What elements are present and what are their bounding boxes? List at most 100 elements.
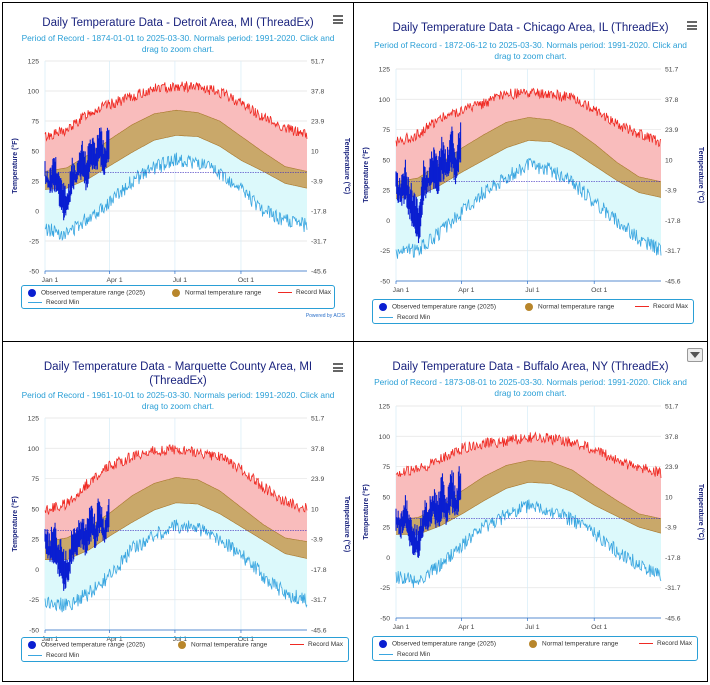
chart-menu-icon[interactable]: [333, 363, 343, 372]
record-max-band: [45, 444, 307, 542]
chart-title: Daily Temperature Data - Chicago Area, I…: [392, 22, 669, 34]
x-tick-label: Oct 1: [238, 636, 254, 643]
y2-tick-label: 51.7: [311, 416, 324, 423]
y2-axis-title: Temperature (°C): [697, 484, 705, 540]
y-tick-label: 100: [379, 97, 391, 104]
record-min-band: [396, 482, 661, 588]
legend-item-record-max[interactable]: Record Max: [278, 289, 331, 296]
y2-tick-label: -17.8: [311, 567, 327, 574]
legend-record-min-label: Record Min: [46, 652, 80, 659]
record-min-band: [396, 140, 661, 259]
legend-observed-label: Observed temperature range (2025): [392, 303, 497, 311]
legend-observed-marker: [28, 289, 36, 297]
record-min-line: [395, 157, 662, 259]
legend-item-record-max[interactable]: Record Max: [635, 303, 688, 310]
legend-item-record-min[interactable]: Record Min: [28, 299, 79, 306]
legend-observed-marker: [28, 641, 36, 649]
chart-credit[interactable]: Powered by ACIS: [305, 313, 345, 319]
legend-item-normal[interactable]: Normal temperature range: [172, 289, 261, 297]
y2-tick-label: 23.9: [311, 476, 324, 483]
x-tick-label: Jan 1: [42, 636, 59, 643]
y2-tick-label: 10: [665, 494, 673, 501]
record-max-line: [44, 444, 308, 515]
y-tick-label: 50: [382, 157, 390, 164]
legend-item-normal[interactable]: Normal temperature range: [525, 303, 614, 311]
legend-normal-label: Normal temperature range: [542, 640, 619, 648]
legend-item-record-min[interactable]: Record Min: [28, 652, 79, 659]
legend-normal-label: Normal temperature range: [185, 289, 262, 297]
legend-item-normal[interactable]: Normal temperature range: [529, 640, 618, 648]
y-tick-label: 125: [28, 416, 40, 423]
x-tick-label: Apr 1: [106, 277, 122, 284]
y2-tick-label: -3.9: [311, 179, 323, 186]
legend-normal-marker: [178, 641, 186, 649]
temperature-chart[interactable]: 125 100 75 50 25 0 -25 -50 51.7 37.8 23.9 10 -3.9 -17…: [354, 400, 708, 632]
y-tick-label: 0: [386, 218, 390, 225]
x-tick-label: Jul 1: [173, 636, 188, 643]
legend-record-max-label: Record Max: [657, 640, 693, 647]
x-tick-label: Apr 1: [458, 624, 474, 631]
y-tick-label: 25: [31, 537, 39, 544]
legend-item-record-max[interactable]: Record Max: [290, 641, 343, 648]
y2-axis-title: Temperature (°C): [697, 147, 705, 203]
legend-item-record-max[interactable]: Record Max: [639, 640, 692, 647]
legend-item-observed[interactable]: Observed temperature range (2025): [28, 289, 145, 297]
x-tick-label: Apr 1: [106, 636, 122, 643]
y2-tick-label: -3.9: [665, 188, 677, 195]
y2-tick-label: 37.8: [311, 89, 324, 96]
y2-tick-label: -31.7: [311, 597, 327, 604]
y-tick-label: 75: [382, 464, 390, 471]
temperature-chart[interactable]: 125 100 75 50 25 0 -25 -50 51.7 37.8 23.9 10 -3.9 -17…: [3, 412, 354, 644]
observed-range-series: [395, 466, 462, 558]
temperature-chart[interactable]: 125 100 75 50 25 0 -25 -50 51.7 37.8 23.9 10 -3.9 -17…: [354, 63, 708, 295]
y-axis-title: Temperature (°F): [11, 496, 19, 552]
y-tick-label: 75: [382, 127, 390, 134]
legend-record-min-label: Record Min: [397, 651, 431, 658]
chart-legend: Observed temperature range (2025) Normal…: [372, 299, 694, 324]
chart-title: Daily Temperature Data - Buffalo Area, N…: [392, 361, 669, 373]
y2-tick-label: 51.7: [665, 67, 678, 74]
legend-observed-label: Observed temperature range (2025): [392, 640, 497, 648]
y2-tick-label: 23.9: [665, 464, 678, 471]
y2-tick-label: -31.7: [665, 248, 681, 255]
x-tick-label: Jan 1: [393, 624, 410, 631]
chart-context-menu-button[interactable]: [687, 348, 703, 362]
observed-range-series: [395, 122, 462, 244]
chevron-down-icon: [690, 352, 700, 358]
y-tick-label: 75: [31, 476, 39, 483]
chart-subtitle: Period of Record - 1874-01-01 to 2025-03…: [21, 33, 335, 54]
normal-min-line: [45, 502, 308, 560]
y-axis-title: Temperature (°F): [11, 138, 19, 194]
temperature-chart[interactable]: 125 100 75 50 25 0 -25 -50 51.7 37.8 23.9 10 -3.9 -17…: [3, 55, 354, 285]
y2-tick-label: 37.8: [311, 446, 324, 453]
legend-item-record-min[interactable]: Record Min: [379, 314, 430, 321]
legend-item-normal[interactable]: Normal temperature range: [178, 641, 267, 649]
legend-item-observed[interactable]: Observed temperature range (2025): [379, 303, 496, 311]
y-tick-label: 100: [28, 446, 40, 453]
y2-tick-label: -3.9: [311, 537, 323, 544]
legend-normal-marker: [172, 289, 180, 297]
legend-normal-label: Normal temperature range: [538, 303, 615, 311]
chart-panel-buffalo: Daily Temperature Data - Buffalo Area, N…: [353, 341, 708, 682]
chart-legend: Observed temperature range (2025) Normal…: [21, 285, 335, 309]
y-axis-title: Temperature (°F): [362, 147, 370, 203]
y-axis-title: Temperature (°F): [362, 484, 370, 540]
y2-tick-label: -45.6: [311, 269, 327, 276]
y-tick-label: 25: [382, 525, 390, 532]
legend-item-observed[interactable]: Observed temperature range (2025): [379, 640, 496, 648]
legend-record-min-marker: [379, 653, 393, 655]
chart-menu-icon[interactable]: [333, 15, 343, 24]
legend-record-min-marker: [28, 301, 42, 303]
legend-item-record-min[interactable]: Record Min: [379, 651, 430, 658]
y2-tick-label: -17.8: [311, 209, 327, 216]
legend-observed-marker: [379, 303, 387, 311]
chart-panel-marquette: Daily Temperature Data - Marquette Count…: [2, 341, 354, 682]
y-tick-label: 100: [379, 434, 391, 441]
record-max-line: [44, 81, 308, 142]
legend-item-observed[interactable]: Observed temperature range (2025): [28, 641, 145, 649]
y2-tick-label: 23.9: [311, 119, 324, 126]
y2-tick-label: -45.6: [665, 279, 681, 286]
chart-menu-icon[interactable]: [687, 21, 697, 30]
legend-observed-marker: [379, 640, 387, 648]
y2-tick-label: 10: [311, 149, 319, 156]
